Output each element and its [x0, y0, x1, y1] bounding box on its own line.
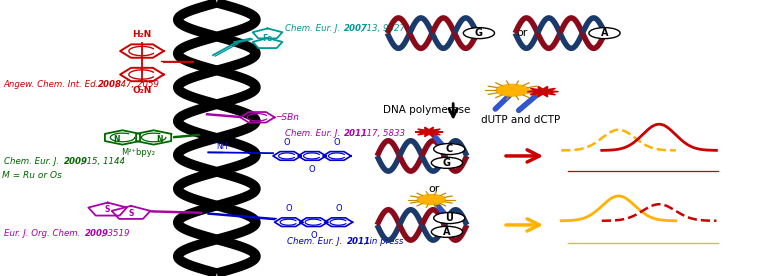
Circle shape — [431, 226, 463, 237]
Circle shape — [463, 28, 495, 39]
Text: O: O — [309, 165, 315, 174]
Text: C: C — [445, 144, 453, 154]
Text: 2011: 2011 — [346, 237, 370, 246]
Text: S: S — [105, 205, 110, 214]
Text: , 13, 9527: , 13, 9527 — [361, 25, 406, 33]
Text: O: O — [335, 204, 342, 213]
Text: N: N — [113, 135, 119, 144]
Text: , 17, 5833: , 17, 5833 — [361, 129, 406, 138]
Text: O: O — [284, 138, 290, 147]
Circle shape — [496, 84, 529, 96]
Text: O₂N: O₂N — [133, 86, 151, 95]
Text: , 47, 2059: , 47, 2059 — [115, 80, 158, 89]
Text: M = Ru or Os: M = Ru or Os — [2, 171, 62, 180]
Polygon shape — [527, 86, 558, 97]
Text: Chem. Eur. J.: Chem. Eur. J. — [285, 129, 342, 138]
Circle shape — [434, 144, 465, 155]
Text: G: G — [475, 28, 483, 38]
Text: 2009: 2009 — [63, 157, 87, 166]
Text: Chem. Eur. J.: Chem. Eur. J. — [287, 237, 345, 246]
Text: U: U — [445, 213, 453, 223]
Text: O: O — [310, 231, 317, 240]
Circle shape — [431, 157, 463, 168]
Polygon shape — [415, 127, 443, 137]
Text: , 3519: , 3519 — [101, 229, 129, 238]
Text: A: A — [443, 227, 451, 237]
Circle shape — [417, 195, 445, 205]
Text: dUTP and dCTP: dUTP and dCTP — [481, 115, 561, 125]
Text: or: or — [428, 184, 439, 194]
Text: Chem. Eur. J.: Chem. Eur. J. — [4, 157, 62, 166]
Circle shape — [589, 28, 620, 39]
Text: 2011: 2011 — [344, 129, 368, 138]
Text: M²⁺bpy₂: M²⁺bpy₂ — [121, 148, 155, 158]
Text: Fe: Fe — [262, 34, 273, 43]
Text: , in press: , in press — [363, 237, 403, 246]
Text: DNA polymerase: DNA polymerase — [383, 105, 470, 115]
Text: 2007: 2007 — [344, 25, 368, 33]
Text: 2009: 2009 — [85, 229, 108, 238]
Text: O: O — [285, 204, 292, 213]
Text: ─SBn: ─SBn — [276, 113, 299, 122]
Text: or: or — [516, 28, 527, 38]
Text: , 15, 1144: , 15, 1144 — [80, 157, 125, 166]
Text: NH: NH — [216, 142, 228, 151]
Text: O: O — [334, 138, 340, 147]
Circle shape — [434, 213, 465, 224]
Text: G: G — [443, 158, 451, 168]
Text: A: A — [601, 28, 608, 38]
Text: Chem. Eur. J.: Chem. Eur. J. — [285, 25, 342, 33]
Text: S: S — [129, 209, 133, 217]
Text: Angew. Chem. Int. Ed.: Angew. Chem. Int. Ed. — [4, 80, 102, 89]
Text: H₂N: H₂N — [133, 30, 151, 39]
Text: N: N — [157, 135, 163, 144]
Text: Eur. J. Org. Chem.: Eur. J. Org. Chem. — [4, 229, 83, 238]
Text: 2008: 2008 — [98, 80, 122, 89]
